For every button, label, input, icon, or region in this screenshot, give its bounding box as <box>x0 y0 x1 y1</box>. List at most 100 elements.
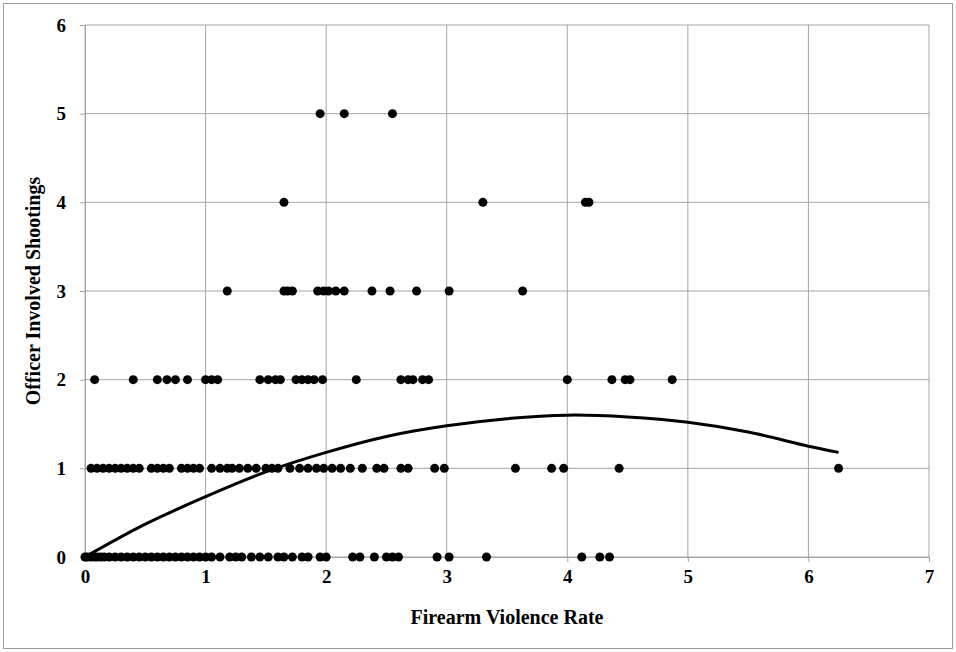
x-tick-label: 7 <box>925 566 935 587</box>
scatter-point <box>605 553 614 562</box>
scatter-point <box>216 553 225 562</box>
scatter-point <box>408 375 417 384</box>
y-grid-line <box>85 291 929 292</box>
scatter-point <box>834 464 843 473</box>
scatter-point <box>607 375 616 384</box>
y-tick: 4 <box>57 192 86 213</box>
x-tick-mark <box>688 557 689 562</box>
y-tick-label: 3 <box>57 281 67 302</box>
scatter-point <box>165 464 174 473</box>
y-tick: 6 <box>57 15 86 36</box>
scatter-point <box>577 553 586 562</box>
scatter-point <box>346 464 355 473</box>
scatter-point <box>386 287 395 296</box>
scatter-point <box>213 375 222 384</box>
scatter-point <box>295 464 304 473</box>
chart-border <box>4 4 953 649</box>
y-axis: 0123456 <box>57 15 86 568</box>
x-tick: 2 <box>322 557 332 587</box>
y-grid-line <box>85 113 929 114</box>
scatter-point <box>255 553 264 562</box>
scatter-point <box>276 375 285 384</box>
scatter-point <box>207 464 216 473</box>
scatter-point <box>90 375 99 384</box>
y-axis-title: Officer Involved Shootings <box>22 177 45 406</box>
scatter-point <box>252 464 261 473</box>
scatter-point <box>264 553 273 562</box>
scatter-point <box>235 464 244 473</box>
scatter-point <box>304 464 313 473</box>
scatter-point <box>370 553 379 562</box>
scatter-point <box>380 464 389 473</box>
y-tick-label: 0 <box>57 547 67 568</box>
y-tick-mark <box>80 291 85 292</box>
y-tick: 5 <box>57 103 86 124</box>
scatter-point <box>518 287 527 296</box>
y-tick: 3 <box>57 281 86 302</box>
scatter-point <box>340 287 349 296</box>
x-tick: 3 <box>442 557 452 587</box>
y-tick-mark <box>80 468 85 469</box>
scatter-point <box>511 464 520 473</box>
scatter-point <box>478 198 487 207</box>
x-tick-label: 2 <box>322 566 332 587</box>
x-tick: 0 <box>81 557 91 587</box>
y-tick: 2 <box>57 369 86 390</box>
scatter-point <box>223 287 232 296</box>
x-axis-title: Firearm Violence Rate <box>411 606 604 628</box>
scatter-point <box>433 553 442 562</box>
scatter-point <box>584 198 593 207</box>
x-tick: 6 <box>804 557 814 587</box>
scatter-point <box>352 375 361 384</box>
y-tick-label: 2 <box>57 369 67 390</box>
y-tick-label: 5 <box>57 103 67 124</box>
y-grid-line <box>85 25 929 26</box>
scatter-point <box>237 553 246 562</box>
scatter-point <box>183 375 192 384</box>
x-tick-label: 4 <box>563 566 573 587</box>
scatter-series <box>81 109 844 561</box>
scatter-point <box>316 109 325 118</box>
scatter-point <box>195 464 204 473</box>
y-tick-mark <box>80 202 85 203</box>
y-axis-line <box>85 26 86 558</box>
scatter-point <box>207 553 216 562</box>
y-tick-mark <box>80 25 85 26</box>
scatter-point <box>355 553 364 562</box>
x-tick: 4 <box>563 557 573 587</box>
y-tick-mark <box>80 380 85 381</box>
marks <box>81 109 844 561</box>
x-tick-label: 0 <box>81 566 91 587</box>
scatter-point <box>319 464 328 473</box>
scatter-point <box>336 464 345 473</box>
scatter-point <box>255 375 264 384</box>
y-tick-mark <box>80 114 85 115</box>
x-tick: 7 <box>925 557 935 587</box>
scatter-point <box>615 464 624 473</box>
scatter-point <box>563 375 572 384</box>
x-tick-mark <box>808 557 809 562</box>
scatter-point <box>559 464 568 473</box>
scatter-point <box>288 287 297 296</box>
scatter-point <box>595 553 604 562</box>
x-tick: 1 <box>201 557 211 587</box>
scatter-point <box>279 198 288 207</box>
chart: 012345670123456Firearm Violence RateOffi… <box>0 0 956 652</box>
scatter-point <box>424 375 433 384</box>
plot: 012345670123456 <box>57 15 935 588</box>
x-tick-label: 1 <box>201 566 211 587</box>
scatter-point <box>153 375 162 384</box>
scatter-point <box>243 464 252 473</box>
scatter-point <box>445 553 454 562</box>
scatter-point <box>331 287 340 296</box>
scatter-point <box>412 287 421 296</box>
x-tick-label: 6 <box>804 566 814 587</box>
scatter-point <box>547 464 556 473</box>
x-tick: 5 <box>684 557 694 587</box>
scatter-point <box>310 375 319 384</box>
scatter-point <box>328 464 337 473</box>
scatter-point <box>430 464 439 473</box>
scatter-point <box>625 375 634 384</box>
scatter-point <box>388 109 397 118</box>
scatter-point <box>318 375 327 384</box>
